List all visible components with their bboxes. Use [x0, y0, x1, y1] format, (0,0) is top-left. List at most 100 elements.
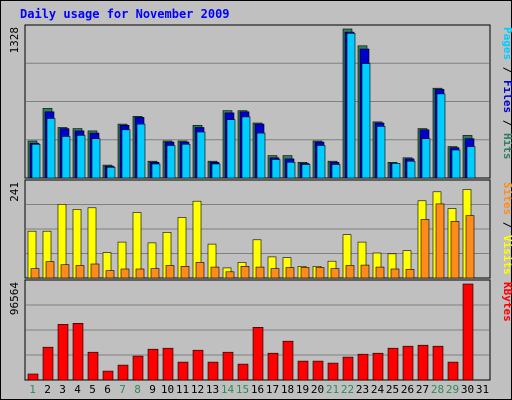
bar-kbytes-day-26	[402, 345, 414, 381]
day-label-4: 4	[74, 383, 81, 396]
bar-pages-day-29	[451, 149, 461, 179]
day-label-10: 10	[161, 383, 174, 396]
panel-pages-files-hits: 1328 Pages / Files / Hits	[8, 24, 512, 179]
series-label: KBytes	[501, 282, 512, 322]
bar-kbytes-day-25	[387, 347, 399, 381]
day-label-19: 19	[296, 383, 309, 396]
bar-pages-day-27	[421, 138, 431, 179]
day-label-3: 3	[59, 383, 66, 396]
day-label-13: 13	[206, 383, 219, 396]
bar-pages-day-14	[226, 119, 236, 179]
bar-sites-day-27	[420, 219, 430, 279]
series-label-part: Visits	[501, 235, 512, 275]
bar-pages-day-13	[211, 163, 221, 179]
bar-sites-day-29	[450, 221, 460, 279]
bar-visits-day-8	[132, 212, 142, 279]
bar-pages-day-22	[346, 32, 356, 179]
bar-sites-day-22	[345, 265, 355, 279]
bar-sites-day-12	[195, 262, 205, 279]
bar-kbytes-day-8	[132, 355, 144, 381]
series-label-part: /	[501, 215, 512, 235]
day-label-5: 5	[89, 383, 96, 396]
panel-visits-sites: 241 Sites / Visits	[8, 179, 512, 279]
bar-sites-day-6	[105, 270, 115, 279]
day-label-31: 31	[476, 383, 489, 396]
bar-sites-day-3	[60, 264, 70, 279]
day-label-21: 21	[326, 383, 339, 396]
bar-kbytes-day-28	[432, 345, 444, 381]
bar-pages-day-7	[121, 129, 131, 179]
bar-pages-day-26	[406, 160, 416, 179]
bar-sites-day-21	[330, 268, 340, 279]
bar-pages-day-12	[196, 131, 206, 179]
bar-sites-day-18	[285, 267, 295, 279]
series-label-part: /	[501, 60, 512, 80]
bar-kbytes-day-19	[297, 360, 309, 381]
bar-sites-day-19	[300, 267, 310, 279]
bar-kbytes-day-1	[27, 373, 39, 381]
bar-sites-day-28	[435, 203, 445, 279]
series-label: Sites / Visits	[501, 182, 512, 275]
bar-pages-day-4	[76, 135, 86, 179]
day-label-23: 23	[356, 383, 369, 396]
day-label-18: 18	[281, 383, 294, 396]
bar-pages-day-5	[91, 138, 101, 179]
panel-kbytes: 96564 KBytes	[8, 279, 512, 381]
day-label-17: 17	[266, 383, 279, 396]
bar-kbytes-day-9	[147, 348, 159, 381]
bar-kbytes-day-24	[372, 352, 384, 381]
chart-title: Daily usage for November 2009	[20, 7, 230, 21]
bar-kbytes-day-6	[102, 370, 114, 381]
bar-pages-day-19	[301, 164, 311, 179]
bar-sites-day-20	[315, 267, 325, 279]
bar-pages-day-10	[166, 145, 176, 179]
bar-sites-day-10	[165, 265, 175, 279]
bar-sites-day-11	[180, 265, 190, 279]
day-label-14: 14	[221, 383, 235, 396]
bar-pages-day-20	[316, 145, 326, 179]
bar-sites-day-2	[45, 261, 55, 279]
day-label-22: 22	[341, 383, 354, 396]
bar-kbytes-day-20	[312, 360, 324, 381]
bar-kbytes-day-14	[222, 351, 234, 381]
bar-sites-day-7	[120, 268, 130, 279]
bar-sites-day-15	[240, 265, 250, 279]
bar-pages-day-3	[61, 136, 71, 179]
day-label-1: 1	[29, 383, 36, 396]
bar-sites-day-25	[390, 268, 400, 279]
bar-sites-day-4	[75, 265, 85, 279]
bar-sites-day-9	[150, 268, 160, 279]
max-label: 96564	[8, 282, 21, 315]
bar-pages-day-30	[466, 146, 476, 179]
bar-sites-day-5	[90, 263, 100, 279]
bar-pages-day-25	[391, 163, 401, 179]
day-label-30: 30	[461, 383, 474, 396]
day-label-25: 25	[386, 383, 399, 396]
max-label: 1328	[8, 27, 21, 54]
bar-pages-day-11	[181, 144, 191, 179]
bar-pages-day-9	[151, 163, 161, 179]
bar-kbytes-day-7	[117, 364, 129, 381]
day-label-9: 9	[149, 383, 156, 396]
series-label-part: KBytes	[501, 282, 512, 322]
bar-pages-day-17	[271, 159, 281, 179]
bar-kbytes-day-18	[282, 340, 294, 381]
bar-sites-day-8	[135, 268, 145, 279]
day-label-7: 7	[119, 383, 126, 396]
series-label-part: Hits	[501, 133, 512, 160]
bar-kbytes-day-11	[177, 361, 189, 381]
bar-kbytes-day-5	[87, 351, 99, 381]
day-label-28: 28	[431, 383, 444, 396]
day-label-6: 6	[104, 383, 111, 396]
bar-kbytes-day-22	[342, 356, 354, 381]
bar-sites-day-16	[255, 266, 265, 279]
bar-kbytes-day-29	[447, 361, 459, 381]
bar-pages-day-18	[286, 162, 296, 179]
day-label-20: 20	[311, 383, 324, 396]
bar-sites-day-13	[210, 266, 220, 279]
bar-sites-day-1	[30, 268, 40, 279]
bar-kbytes-day-23	[357, 353, 369, 381]
bar-kbytes-day-10	[162, 347, 174, 381]
bar-kbytes-day-16	[252, 326, 264, 381]
